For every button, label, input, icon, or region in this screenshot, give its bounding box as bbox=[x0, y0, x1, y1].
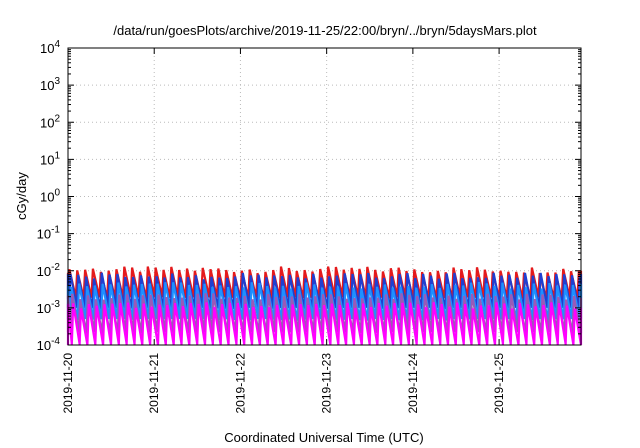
y-tick-label: 103 bbox=[40, 76, 60, 93]
x-axis-label: Coordinated Universal Time (UTC) bbox=[224, 430, 423, 445]
y-tick-label: 10-3 bbox=[37, 299, 61, 316]
series-line-5 bbox=[66, 302, 583, 346]
x-tick-label: 2019-11-21 bbox=[147, 353, 161, 414]
chart-title: /data/run/goesPlots/archive/2019-11-25/2… bbox=[113, 23, 537, 38]
y-axis-label: cGy/day bbox=[14, 172, 29, 220]
series-line-2 bbox=[66, 272, 583, 310]
x-tick-labels: 2019-11-20 2019-11-21 2019-11-22 2019-11-23… bbox=[61, 353, 506, 414]
y-tick-label: 10-1 bbox=[37, 225, 61, 242]
series-layer bbox=[66, 266, 583, 346]
x-tick-label: 2019-11-24 bbox=[406, 353, 420, 414]
y-tick-label: 100 bbox=[40, 188, 60, 205]
x-tick-label: 2019-11-23 bbox=[320, 353, 334, 414]
series-line-1 bbox=[66, 266, 583, 300]
y-tick-label: 104 bbox=[40, 39, 60, 56]
x-tick-label: 2019-11-25 bbox=[492, 353, 506, 414]
y-tick-label: 101 bbox=[40, 150, 60, 167]
x-tick-label: 2019-11-22 bbox=[233, 353, 247, 414]
tick-marks bbox=[67, 47, 581, 346]
y-tick-label: 10-2 bbox=[37, 262, 61, 279]
y-tick-label: 102 bbox=[40, 113, 60, 130]
y-tick-label: 10-4 bbox=[37, 336, 61, 353]
y-tick-labels: 10-4 10-3 10-2 10-1 100 101 102 103 104 bbox=[37, 39, 61, 353]
x-tick-label: 2019-11-20 bbox=[61, 353, 75, 414]
